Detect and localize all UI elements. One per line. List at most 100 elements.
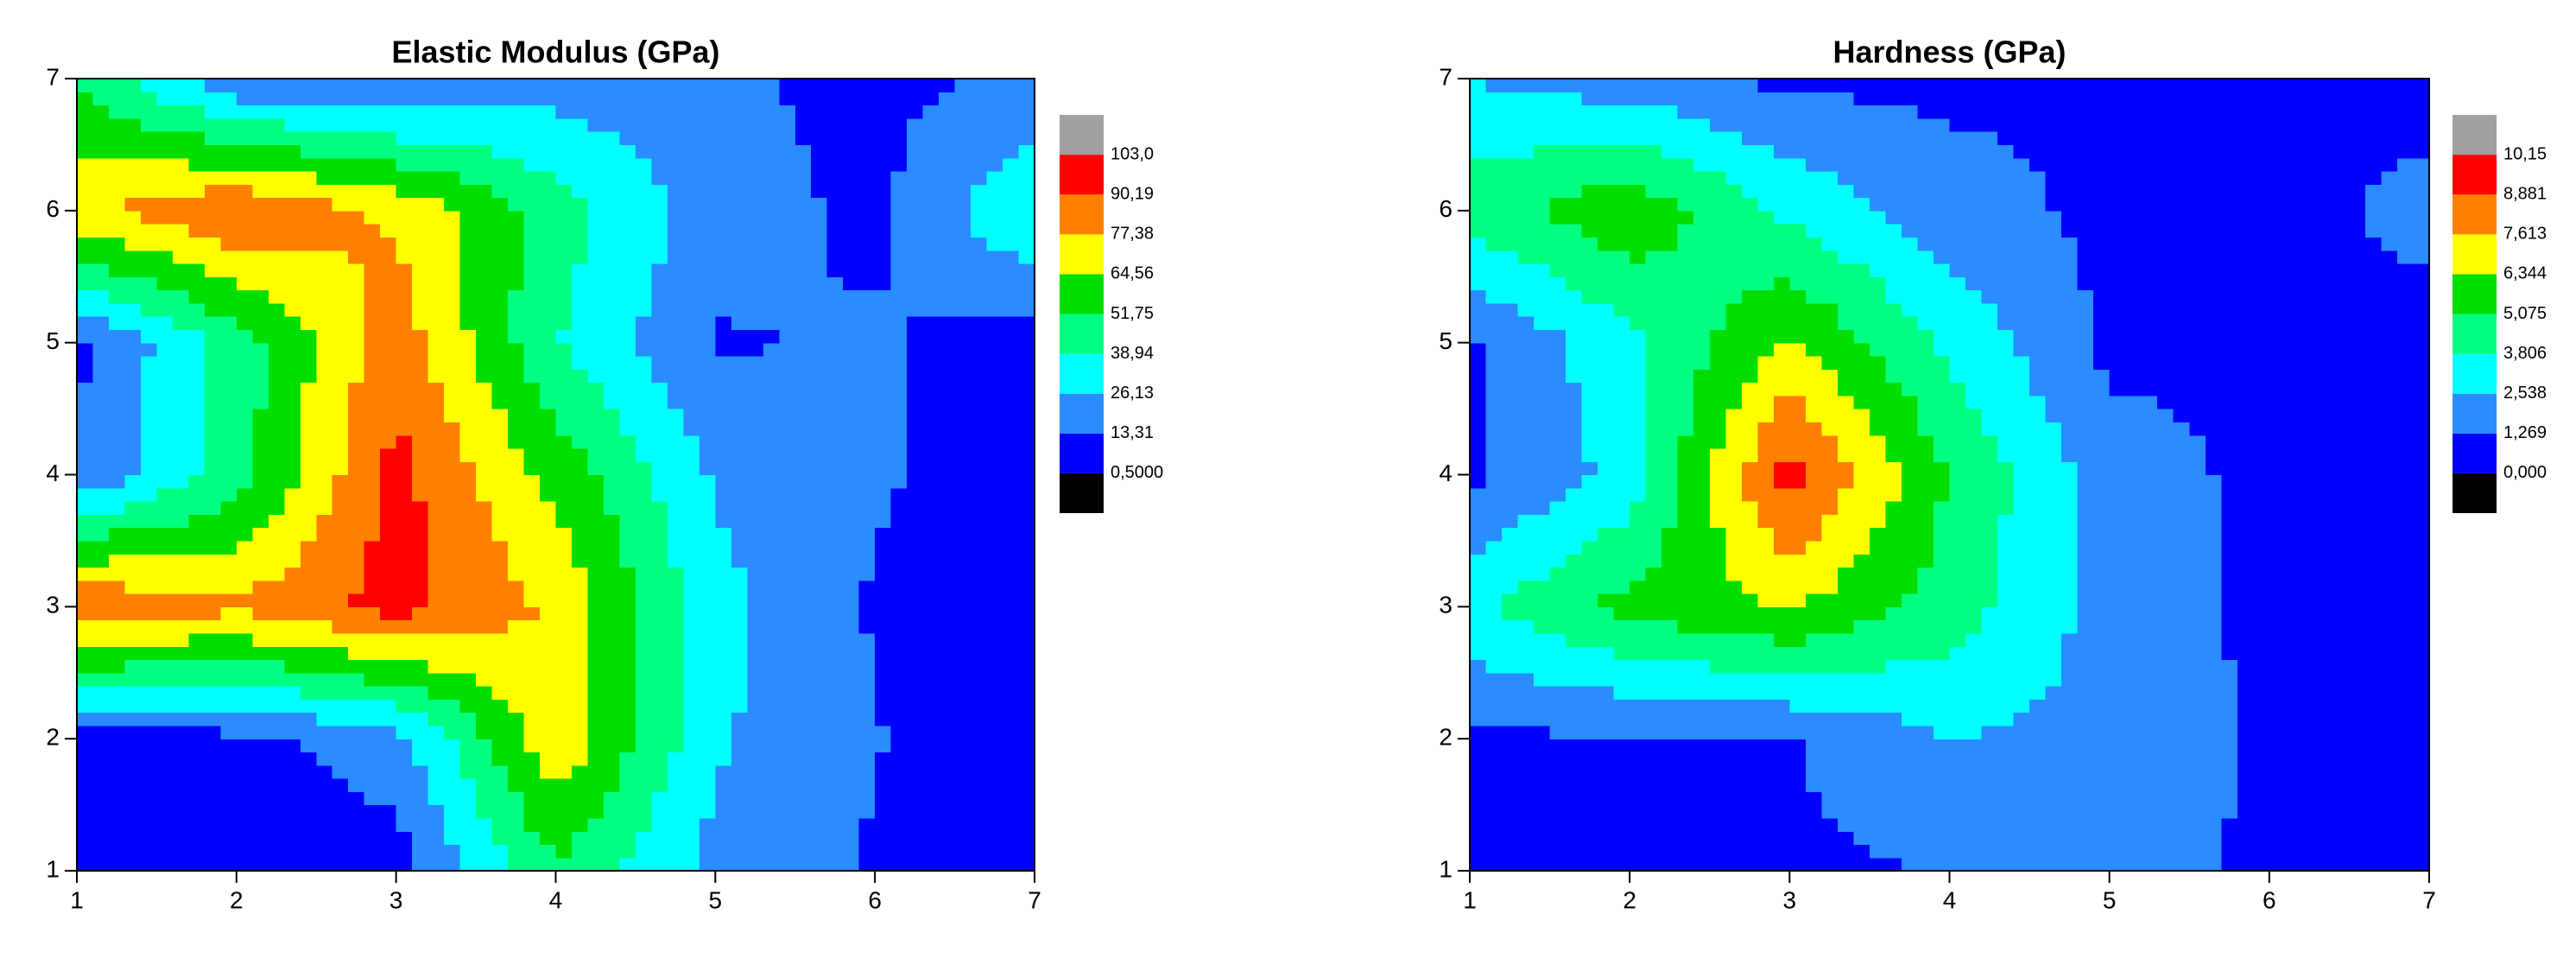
contour-cell — [1677, 632, 1694, 647]
contour-cell — [476, 804, 493, 819]
contour-cell — [890, 514, 908, 529]
contour-cell — [204, 170, 221, 185]
contour-cell — [2013, 764, 2030, 779]
contour-cell — [2413, 606, 2430, 621]
contour-cell — [540, 752, 557, 766]
contour-cell — [1018, 593, 1035, 607]
contour-cell — [779, 79, 796, 92]
contour-cell — [140, 540, 158, 555]
contour-cell — [1645, 739, 1662, 753]
contour-cell — [1981, 764, 1998, 779]
contour-cell — [747, 567, 764, 581]
contour-cell — [843, 382, 860, 397]
contour-cell — [140, 527, 158, 542]
contour-cell — [2189, 632, 2206, 647]
contour-cell — [459, 699, 477, 714]
contour-cell — [779, 739, 796, 753]
contour-cell — [811, 659, 828, 674]
contour-cell — [364, 817, 381, 832]
contour-cell — [188, 105, 206, 119]
contour-cell — [2061, 857, 2079, 872]
contour-cell — [491, 355, 509, 370]
contour-cell — [236, 699, 253, 714]
contour-cell — [108, 725, 126, 739]
x-tick-label: 6 — [868, 886, 882, 913]
contour-cell — [2413, 619, 2430, 634]
contour-cell — [2221, 619, 2238, 634]
contour-cell — [667, 804, 684, 819]
contour-cell — [92, 447, 110, 462]
contour-cell — [332, 791, 349, 806]
contour-cell — [459, 540, 477, 555]
contour-cell — [1549, 554, 1566, 568]
contour-cell — [555, 409, 573, 422]
contour-cell — [939, 712, 956, 726]
contour-cell — [2077, 804, 2094, 819]
contour-cell — [811, 540, 828, 555]
contour-cell — [619, 157, 636, 172]
contour-cell — [396, 210, 413, 225]
contour-cell — [523, 699, 541, 714]
contour-cell — [491, 316, 509, 330]
contour-cell — [858, 197, 876, 212]
contour-cell — [939, 144, 956, 159]
contour-cell — [1805, 778, 1822, 792]
contour-cell — [747, 844, 764, 859]
contour-cell — [1997, 699, 2015, 714]
contour-cell — [188, 184, 206, 199]
contour-cell — [555, 342, 573, 357]
contour-cell — [1630, 778, 1647, 792]
contour-cell — [380, 342, 397, 357]
contour-cell — [396, 422, 413, 436]
contour-cell — [459, 276, 477, 291]
contour-cell — [571, 752, 589, 766]
contour-cell — [252, 329, 269, 344]
contour-cell — [1821, 686, 1839, 700]
contour-cell — [1018, 329, 1035, 344]
contour-cell — [92, 422, 110, 436]
contour-cell — [220, 567, 237, 581]
contour-cell — [939, 316, 956, 330]
contour-cell — [156, 422, 174, 436]
contour-cell — [667, 224, 684, 238]
contour-cell — [268, 844, 285, 859]
contour-cell — [508, 580, 525, 594]
contour-cell — [907, 791, 924, 806]
contour-cell — [2061, 791, 2079, 806]
contour-cell — [571, 210, 589, 225]
contour-cell — [540, 276, 557, 291]
contour-cell — [699, 395, 716, 409]
contour-cell — [540, 593, 557, 607]
contour-cell — [188, 764, 206, 779]
contour-cell — [699, 105, 716, 119]
contour-cell — [747, 224, 764, 238]
contour-cell — [571, 117, 589, 132]
contour-cell — [747, 184, 764, 199]
contour-cell — [1502, 686, 1519, 700]
contour-cell — [619, 606, 636, 621]
contour-cell — [875, 289, 892, 304]
contour-cell — [156, 210, 174, 225]
contour-cell — [939, 105, 956, 119]
contour-cell — [92, 764, 110, 779]
contour-cell — [140, 329, 158, 344]
contour-cell — [811, 342, 828, 357]
contour-cell — [1933, 739, 1951, 753]
contour-cell — [540, 117, 557, 132]
contour-cell — [77, 514, 94, 529]
contour-cell — [236, 250, 253, 264]
contour-cell — [843, 739, 860, 753]
contour-cell — [907, 329, 924, 344]
contour-cell — [2205, 752, 2222, 766]
contour-cell — [699, 92, 716, 106]
contour-cell — [986, 461, 1003, 476]
contour-cell — [1965, 739, 1983, 753]
contour-cell — [2093, 831, 2111, 846]
contour-cell — [427, 435, 445, 449]
contour-cell — [619, 712, 636, 726]
contour-cell — [412, 197, 429, 212]
contour-cell — [571, 646, 589, 661]
contour-cell — [731, 857, 748, 872]
contour-cell — [651, 817, 668, 832]
contour-cell — [571, 170, 589, 185]
